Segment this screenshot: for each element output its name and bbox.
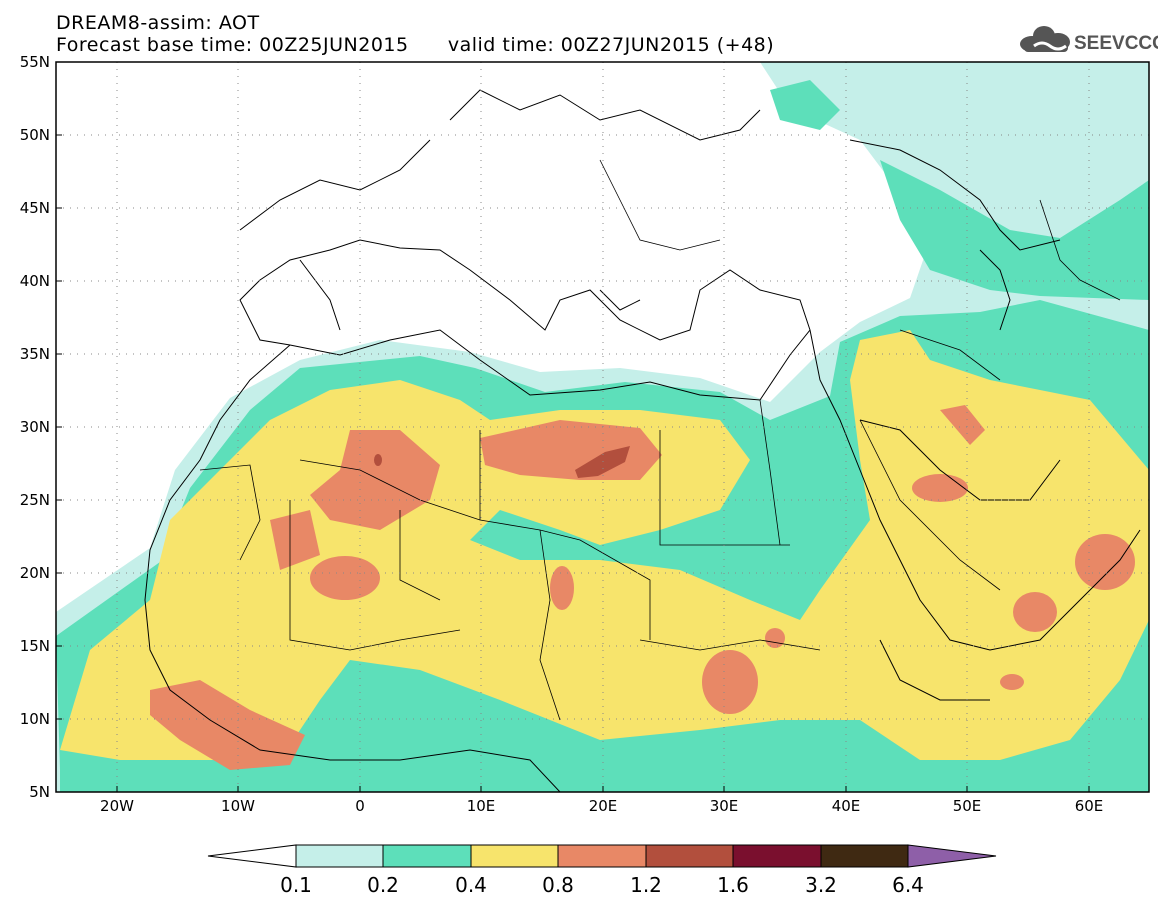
lon-label: 50E	[953, 797, 982, 815]
valid-time-label: valid time: 00Z27JUN2015 (+48)	[447, 34, 775, 56]
tick-marks	[56, 61, 1090, 793]
lon-label: 10W	[221, 797, 255, 815]
lon-tick-labels: 20W 10W 0 10E 20E 30E 40E 50E 60E	[100, 797, 1103, 815]
legend-box	[557, 844, 647, 868]
legend-label: 0.8	[542, 873, 574, 897]
lat-label: 10N	[20, 710, 50, 728]
lon-label: 30E	[710, 797, 739, 815]
aot-patches-0.8	[150, 405, 1135, 770]
legend-label: 1.2	[630, 873, 662, 897]
aot-band-0.4	[60, 330, 1149, 760]
logo-text: SEEVCCC	[1074, 33, 1158, 54]
lon-label: 60E	[1075, 797, 1104, 815]
lat-label: 50N	[20, 126, 50, 144]
legend-box	[645, 844, 734, 868]
legend-arrow-high	[907, 844, 997, 868]
legend-labels: 0.1 0.2 0.4 0.8 1.2 1.6 3.2 6.4	[280, 873, 924, 897]
country-borders	[199, 159, 1121, 721]
lon-label: 0	[355, 797, 365, 815]
legend-arrow-low	[207, 844, 297, 868]
lat-label: 25N	[20, 491, 50, 509]
legend-label: 0.2	[367, 873, 399, 897]
legend-label: 0.1	[280, 873, 312, 897]
legend-box	[470, 844, 559, 868]
lat-label: 5N	[29, 783, 50, 801]
lat-label: 20N	[20, 564, 50, 582]
lat-label: 45N	[20, 199, 50, 217]
cloud-icon	[1020, 26, 1070, 52]
aot-patch-1.2-small	[374, 454, 382, 466]
legend-label: 0.4	[455, 873, 487, 897]
title-line-1: DREAM8-assim: AOT	[56, 12, 260, 34]
lon-label: 40E	[832, 797, 861, 815]
lon-label: 20W	[100, 797, 134, 815]
legend-box	[820, 844, 909, 868]
lat-tick-labels: 55N 50N 45N 40N 35N 30N 25N 20N 15N 10N …	[20, 53, 50, 801]
lon-label: 10E	[467, 797, 496, 815]
coastlines	[144, 89, 1141, 792]
color-legend: 0.1 0.2 0.4 0.8 1.2 1.6 3.2 6.4	[207, 844, 997, 897]
seevccc-logo: SEEVCCC	[1020, 26, 1158, 54]
aot-patch-0.2-europe	[770, 80, 840, 130]
lat-label: 30N	[20, 418, 50, 436]
legend-label: 1.6	[717, 873, 749, 897]
aot-patch-0.2-caspian	[880, 160, 1149, 300]
lat-label: 40N	[20, 272, 50, 290]
lat-label: 55N	[20, 53, 50, 71]
lat-label: 35N	[20, 345, 50, 363]
legend-label: 6.4	[892, 873, 924, 897]
legend-box	[732, 844, 822, 868]
lat-label: 15N	[20, 637, 50, 655]
graticule	[56, 62, 1149, 792]
map-frame: 55N 50N 45N 40N 35N 30N 25N 20N 15N 10N …	[20, 53, 1150, 815]
legend-box	[382, 844, 472, 868]
lon-label: 20E	[589, 797, 618, 815]
legend-box	[295, 844, 384, 868]
base-time-label: Forecast base time: 00Z25JUN2015	[56, 34, 409, 56]
title-line-2: Forecast base time: 00Z25JUN2015 valid t…	[56, 34, 774, 56]
legend-label: 3.2	[805, 873, 837, 897]
